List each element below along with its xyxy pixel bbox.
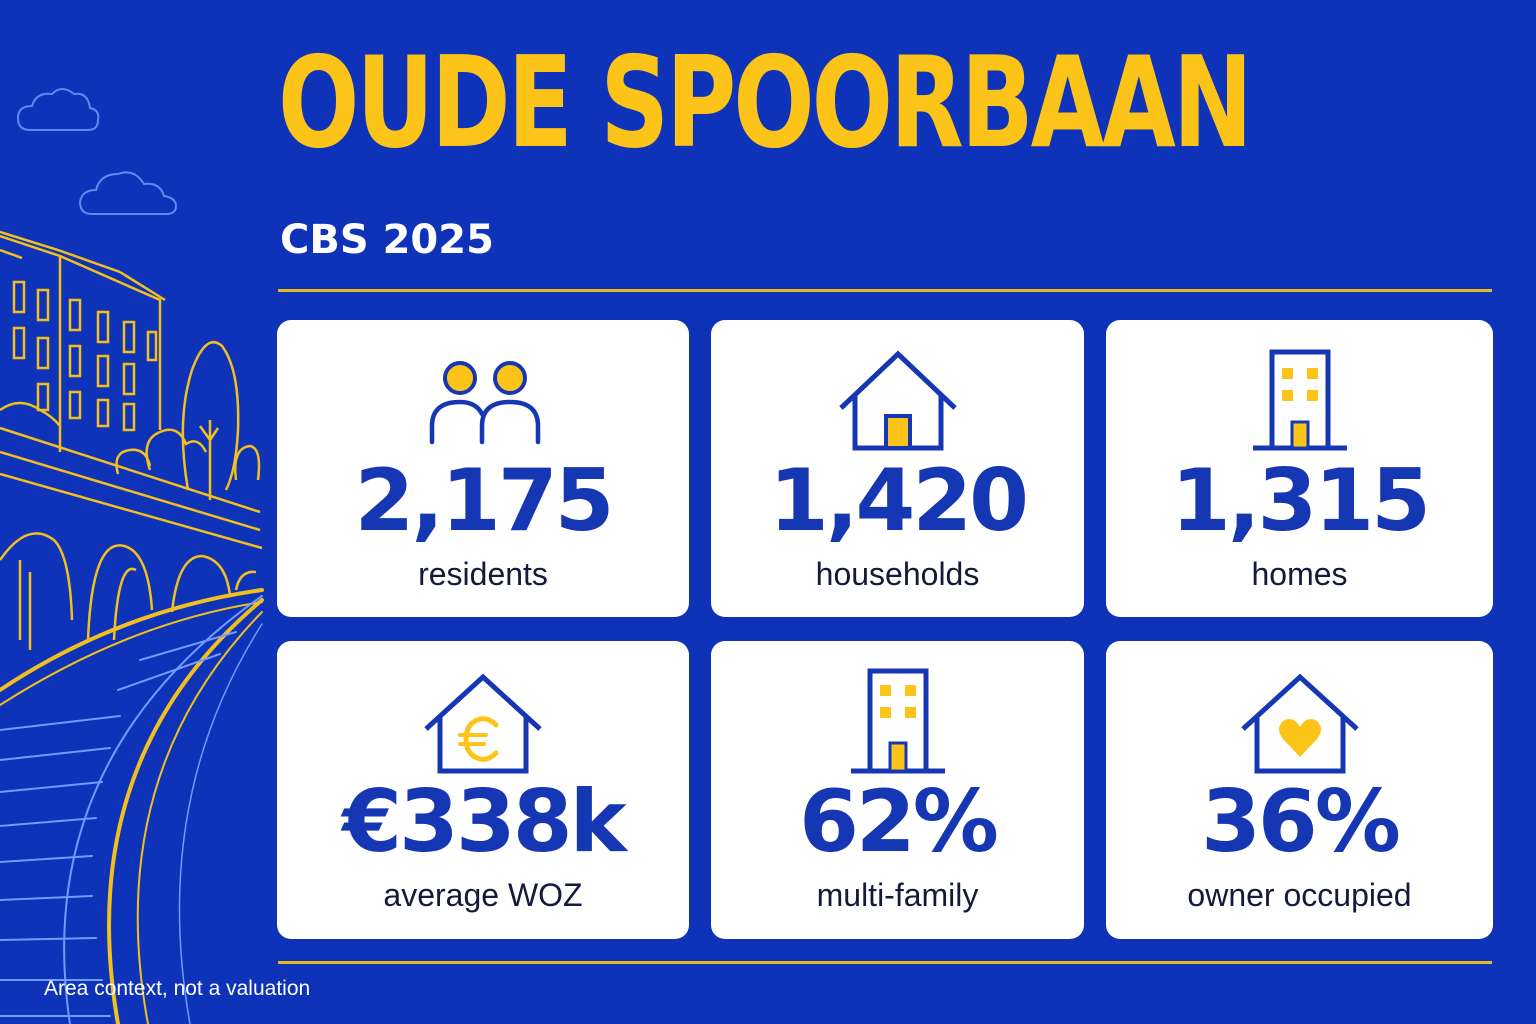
stat-value: 1,420 — [768, 451, 1029, 551]
cloud-icon — [16, 88, 100, 131]
stat-card-average-woz: €338k average WOZ — [277, 641, 689, 939]
stat-card-households: 1,420 households — [711, 320, 1084, 617]
stat-value: €338k — [342, 772, 627, 872]
stat-label: multi-family — [816, 877, 979, 913]
viaduct-outline — [0, 426, 263, 650]
house-icon — [838, 350, 957, 451]
house-heart-icon — [1240, 673, 1359, 774]
people-icon — [429, 361, 541, 445]
stat-card-residents: 2,175 residents — [277, 320, 689, 617]
divider — [278, 961, 1492, 964]
stat-value: 2,175 — [354, 451, 614, 551]
stat-value: 1,315 — [1170, 451, 1431, 551]
footnote: Area context, not a valuation — [44, 977, 311, 1000]
divider — [278, 289, 1492, 292]
stat-label: households — [815, 556, 980, 592]
cloud-icon — [78, 171, 178, 215]
stat-card-multi-family: 62% multi-family — [711, 641, 1084, 939]
stat-label: homes — [1251, 556, 1348, 592]
stat-value: 36% — [1201, 772, 1401, 872]
stat-label: average WOZ — [383, 877, 583, 913]
building-outline — [0, 230, 166, 452]
rail-tracks — [0, 588, 264, 1024]
stat-value: 62% — [799, 772, 999, 872]
tree-outline — [115, 341, 261, 500]
building-icon — [1252, 349, 1347, 451]
page-title: OUDE SPOORBAAN — [278, 29, 1253, 176]
stat-label: owner occupied — [1187, 877, 1412, 913]
apartment-building-icon — [850, 668, 945, 774]
stat-card-homes: 1,315 homes — [1106, 320, 1493, 617]
page-subtitle: CBS 2025 — [280, 217, 494, 263]
stat-card-owner-occupied: 36% owner occupied — [1106, 641, 1493, 939]
stat-label: residents — [418, 556, 548, 592]
house-euro-icon — [424, 673, 542, 774]
